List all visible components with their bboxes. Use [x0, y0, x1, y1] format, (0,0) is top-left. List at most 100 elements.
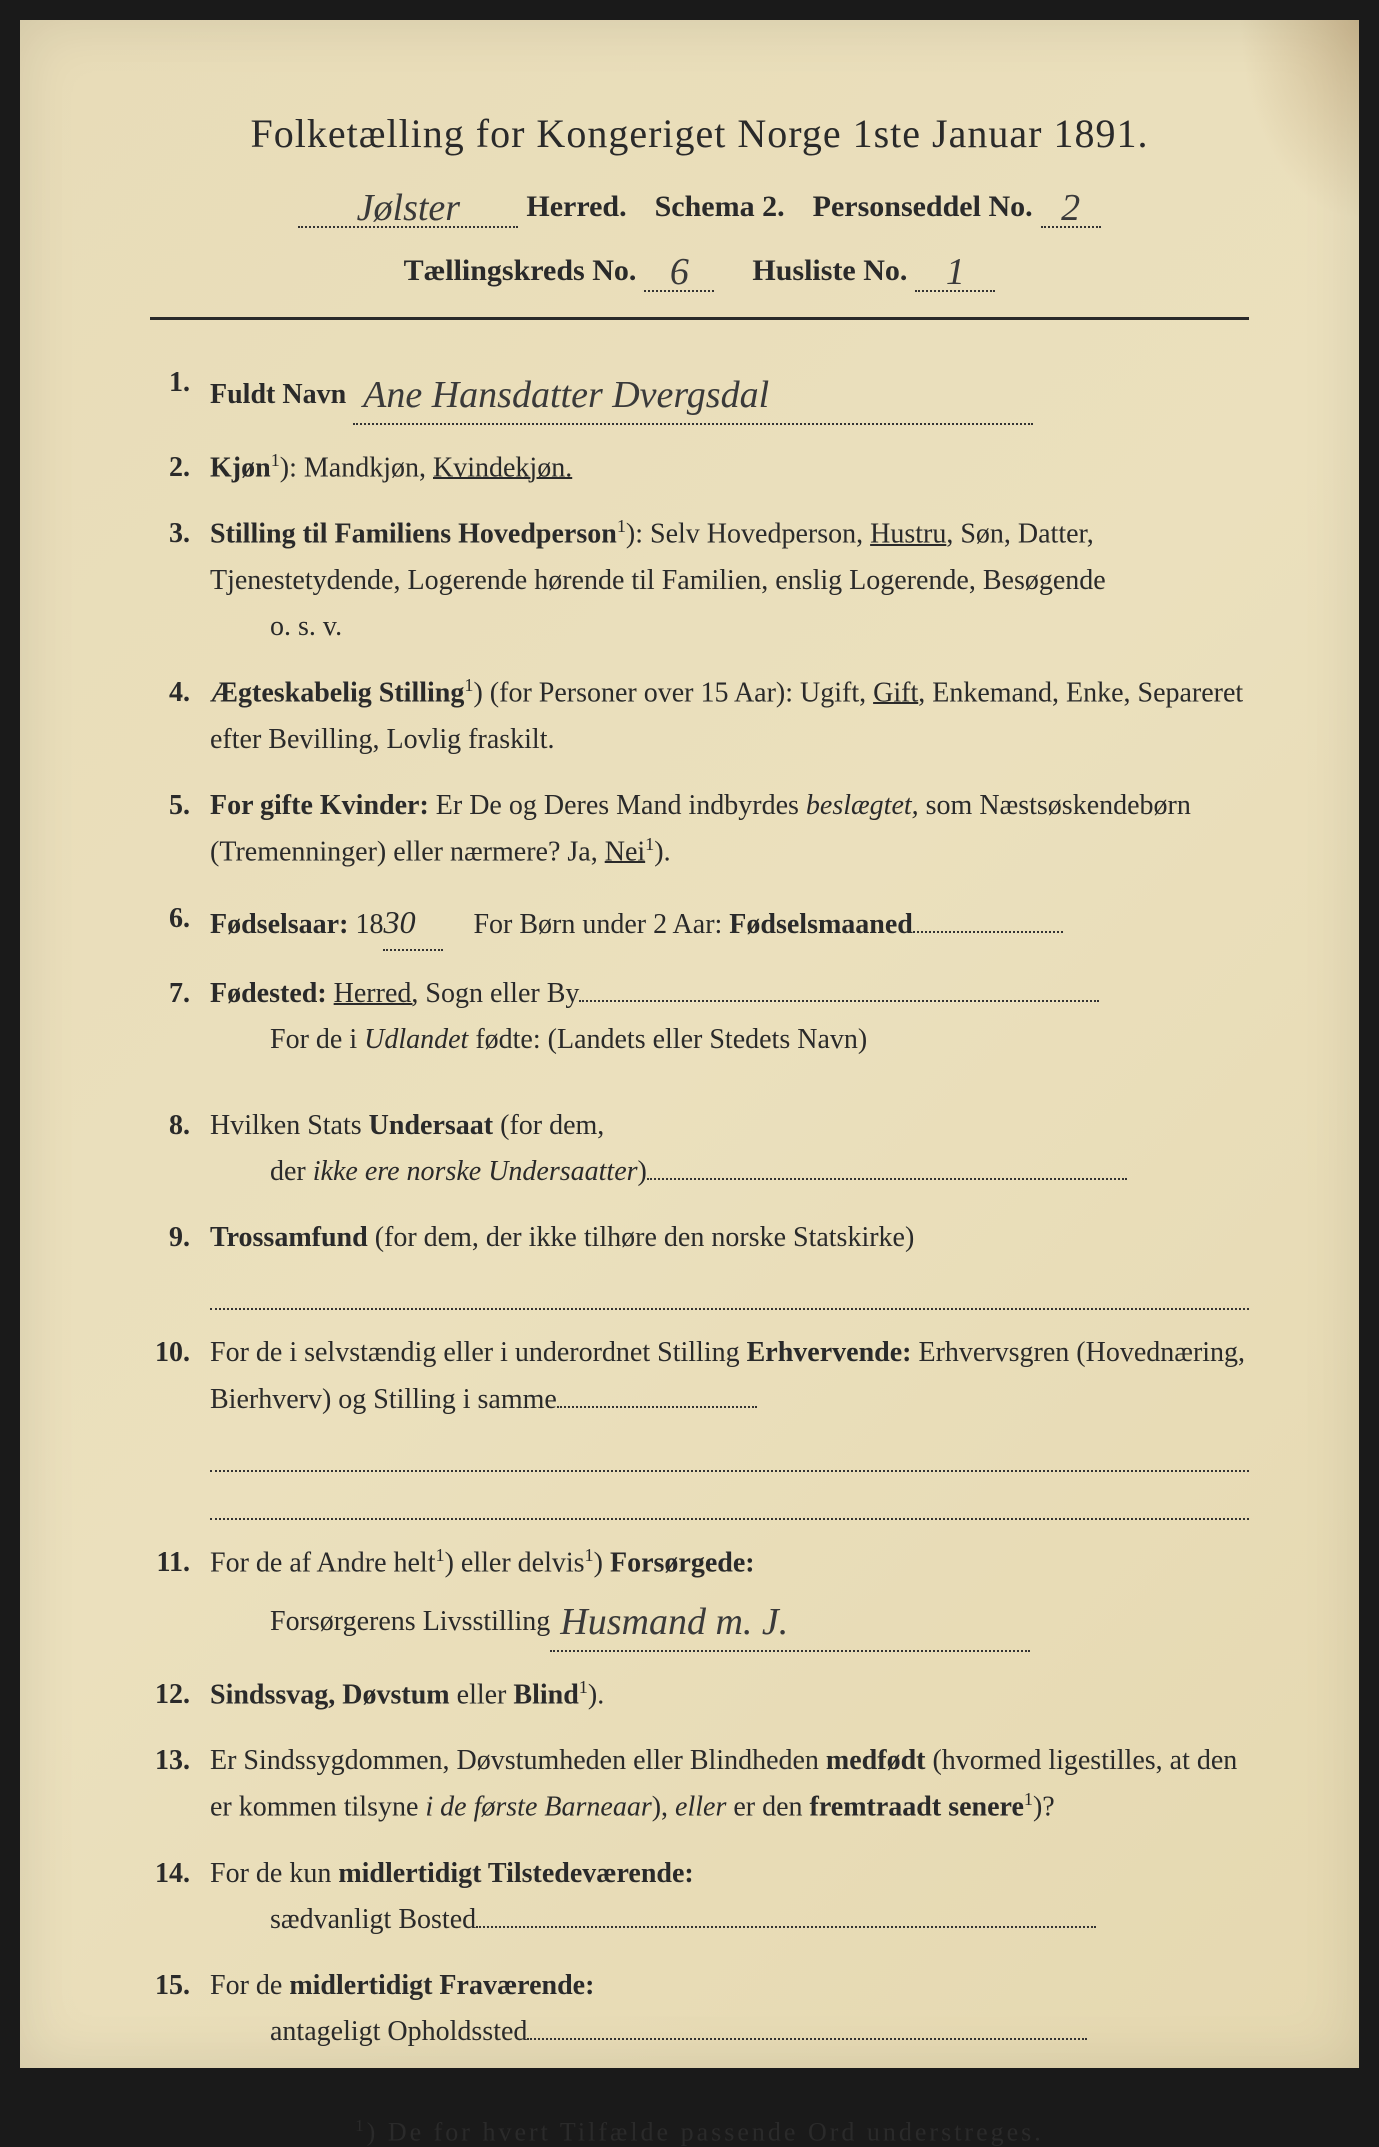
text: For de: [210, 1970, 289, 2001]
item-1: 1. Fuldt Navn Ane Hansdatter Dvergsdal: [150, 360, 1249, 425]
item-num: 9.: [150, 1215, 210, 1310]
text: ).: [654, 836, 670, 867]
form-header: Folketælling for Kongeriget Norge 1ste J…: [150, 110, 1249, 292]
label: midlertidigt Tilstedeværende:: [338, 1858, 693, 1889]
label: Fuldt Navn: [210, 379, 346, 410]
provider-value: Husmand m. J.: [560, 1601, 788, 1643]
occupation-field3: [210, 1476, 1249, 1521]
text: ) (for Personer over 15 Aar): Ugift,: [473, 677, 873, 708]
name-field: Ane Hansdatter Dvergsdal: [353, 360, 1033, 425]
italic: i de første Barneaar: [425, 1792, 651, 1823]
item-content: For de midlertidigt Fraværende: antageli…: [210, 1963, 1249, 2055]
text: ),: [652, 1792, 675, 1823]
item-num: 8.: [150, 1103, 210, 1195]
herred-field: Jølster: [298, 182, 518, 228]
label: Undersaat: [369, 1110, 493, 1141]
item-content: Fuldt Navn Ane Hansdatter Dvergsdal: [210, 360, 1249, 425]
header-divider: [150, 317, 1249, 320]
sup: 1: [645, 834, 654, 854]
item-num: 1.: [150, 360, 210, 425]
label: Erhvervende:: [747, 1337, 912, 1368]
text: ) eller delvis: [445, 1548, 585, 1579]
item-num: 2.: [150, 445, 210, 492]
item-content: Stilling til Familiens Hovedperson1): Se…: [210, 511, 1249, 650]
text: ): [594, 1548, 610, 1579]
occupation-field2: [210, 1427, 1249, 1472]
text: For Børn under 2 Aar:: [473, 909, 729, 940]
provider-field: Husmand m. J.: [550, 1587, 1030, 1652]
sup: 1: [436, 1545, 445, 1565]
year-value: 30: [383, 896, 443, 951]
cont: sædvanligt Bosted: [210, 1897, 1249, 1943]
italic: beslægtet,: [806, 790, 919, 821]
footnote-sup: 1: [355, 2116, 366, 2135]
religion-field: [210, 1266, 1249, 1311]
text: Er De og Deres Mand indbyrdes: [429, 790, 806, 821]
text: )?: [1033, 1792, 1055, 1823]
text: 18: [348, 909, 383, 940]
text: For de i: [270, 1024, 364, 1055]
personseddel-field: 2: [1041, 182, 1101, 228]
label: Ægteskabelig Stilling: [210, 677, 464, 708]
cont: For de i Udlandet fødte: (Landets eller …: [210, 1017, 1249, 1063]
sup: 1: [271, 450, 280, 470]
item-3: 3. Stilling til Familiens Hovedperson1):…: [150, 511, 1249, 650]
italic: Udlandet: [364, 1024, 468, 1055]
item-13: 13. Er Sindssygdommen, Døvstumheden elle…: [150, 1738, 1249, 1831]
cont: der ikke ere norske Undersaatter): [210, 1149, 1249, 1195]
item-num: 13.: [150, 1738, 210, 1831]
text: ): [638, 1156, 647, 1187]
item-content: Fødested: Herred, Sogn eller By For de i…: [210, 971, 1249, 1063]
italic: ikke ere norske Undersaatter: [313, 1156, 638, 1187]
item-content: Hvilken Stats Undersaat (for dem, der ik…: [210, 1103, 1249, 1195]
citizenship-field: [647, 1178, 1127, 1180]
taellingskreds-label: Tællingskreds No.: [404, 254, 637, 288]
selected: Gift: [873, 677, 918, 708]
footnote: 1) De for hvert Tilfælde passende Ord un…: [150, 2116, 1249, 2147]
item-10: 10. For de i selvstændig eller i underor…: [150, 1330, 1249, 1520]
item-14: 14. For de kun midlertidigt Tilstedevære…: [150, 1851, 1249, 1943]
footnote-text: ) De for hvert Tilfælde passende Ord und…: [367, 2117, 1044, 2146]
herred-row: Jølster Herred. Schema 2. Personseddel N…: [150, 182, 1249, 228]
text: For de af Andre helt: [210, 1548, 436, 1579]
item-content: Trossamfund (for dem, der ikke tilhøre d…: [210, 1215, 1249, 1310]
taellingskreds-value: 6: [670, 251, 689, 293]
text: sædvanligt Bosted: [270, 1904, 476, 1935]
text: Forsørgerens Livsstilling: [270, 1606, 550, 1637]
sup: 1: [617, 516, 626, 536]
census-form-page: Folketælling for Kongeriget Norge 1ste J…: [20, 20, 1359, 2068]
label2: fremtraadt senere: [810, 1792, 1024, 1823]
kreds-row: Tællingskreds No. 6 Husliste No. 1: [150, 246, 1249, 292]
item-4: 4. Ægteskabelig Stilling1) (for Personer…: [150, 670, 1249, 763]
husliste-field: 1: [915, 246, 995, 292]
residence-field: [476, 1926, 1096, 1928]
personseddel-value: 2: [1061, 187, 1080, 229]
text: fødte: (Landets eller Stedets Navn): [468, 1024, 867, 1055]
label2: Blind: [513, 1679, 578, 1710]
text: (for dem, der ikke tilhøre den norske St…: [368, 1222, 915, 1253]
item-num: 11.: [150, 1540, 210, 1651]
item-content: Kjøn1): Mandkjøn, Kvindekjøn.: [210, 445, 1249, 492]
item-6: 6. Fødselsaar: 1830For Børn under 2 Aar:…: [150, 896, 1249, 951]
name-value: Ane Hansdatter Dvergsdal: [363, 374, 769, 416]
item-content: Ægteskabelig Stilling1) (for Personer ov…: [210, 670, 1249, 763]
item-content: Er Sindssygdommen, Døvstumheden eller Bl…: [210, 1738, 1249, 1831]
item-num: 7.: [150, 971, 210, 1063]
month-field: [913, 931, 1063, 933]
label: Stilling til Familiens Hovedperson: [210, 519, 617, 550]
item-content: For de i selvstændig eller i underordnet…: [210, 1330, 1249, 1520]
item-7: 7. Fødested: Herred, Sogn eller By For d…: [150, 971, 1249, 1063]
item-content: For gifte Kvinder: Er De og Deres Mand i…: [210, 783, 1249, 876]
sup: 1: [585, 1545, 594, 1565]
text: antageligt Opholdssted: [270, 2016, 527, 2047]
item-content: Sindssvag, Døvstum eller Blind1).: [210, 1672, 1249, 1719]
label: midlertidigt Fraværende:: [289, 1970, 594, 2001]
item-5: 5. For gifte Kvinder: Er De og Deres Man…: [150, 783, 1249, 876]
item-11: 11. For de af Andre helt1) eller delvis1…: [150, 1540, 1249, 1651]
personseddel-label: Personseddel No.: [813, 190, 1033, 224]
item-num: 10.: [150, 1330, 210, 1520]
cont: antageligt Opholdssted: [210, 2009, 1249, 2055]
text: (for dem,: [493, 1110, 604, 1141]
sup: 1: [579, 1677, 588, 1697]
label2: Fødselsmaaned: [729, 909, 913, 940]
